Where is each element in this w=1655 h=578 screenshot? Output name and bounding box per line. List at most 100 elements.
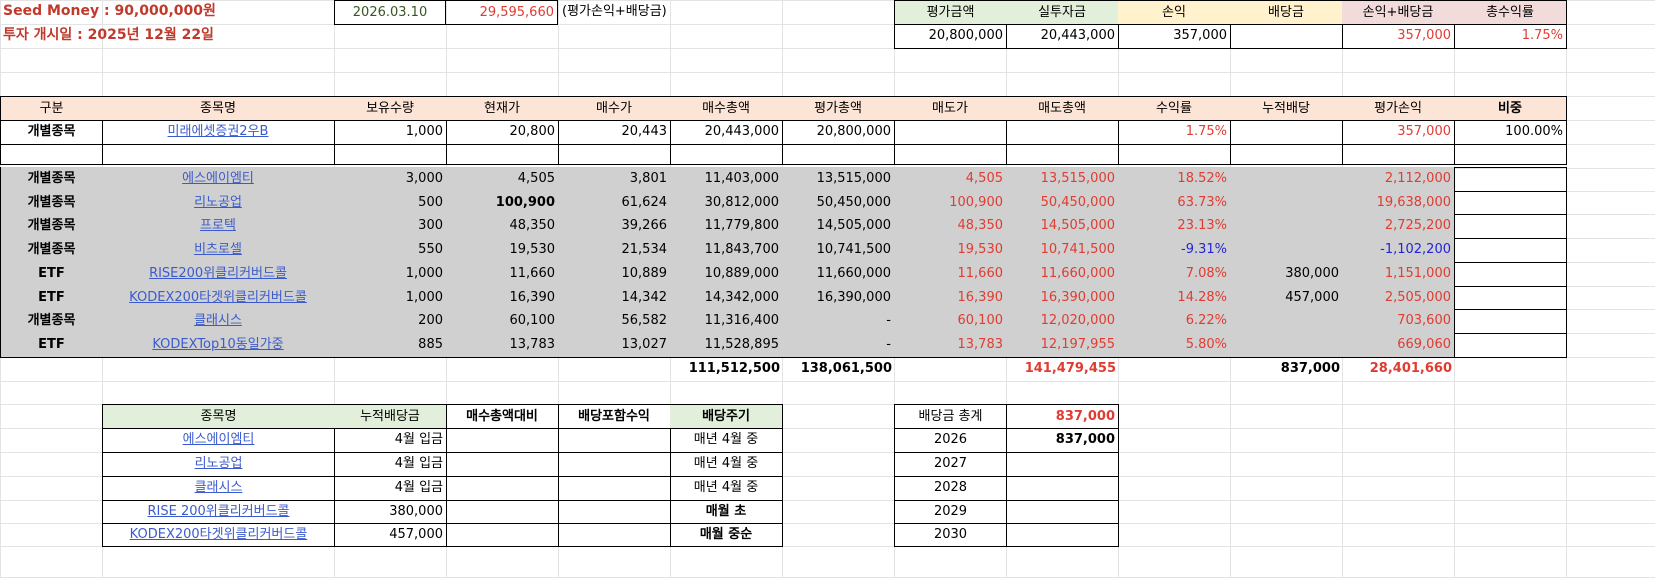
table-cell[interactable]: 357,000 (1342, 120, 1455, 145)
dividend-cell[interactable] (558, 428, 671, 453)
empty-cell[interactable] (894, 144, 1007, 165)
table-cell[interactable] (1454, 191, 1567, 215)
table-cell[interactable]: 1,000 (334, 286, 447, 310)
table-cell[interactable]: 10,889,000 (670, 262, 783, 287)
summary-value[interactable]: 1.75% (1454, 24, 1567, 49)
table-cell[interactable]: 30,812,000 (670, 191, 783, 215)
table-cell[interactable]: 11,660,000 (782, 262, 895, 287)
table-cell[interactable]: 개별종목 (0, 120, 103, 145)
dividend-cell[interactable]: 4월 입금 (334, 476, 447, 501)
table-cell[interactable]: 1.75% (1118, 120, 1231, 145)
empty-cell[interactable] (102, 144, 335, 165)
table-cell[interactable]: 11,843,700 (670, 238, 783, 263)
table-cell[interactable]: 60,100 (446, 309, 559, 334)
dividend-cell[interactable] (446, 452, 559, 477)
table-cell[interactable]: 23.13% (1118, 214, 1231, 239)
empty-cell[interactable] (1230, 144, 1343, 165)
stock-name-link[interactable]: 비츠로셀 (102, 238, 335, 263)
dividend-stock-link[interactable]: 리노공업 (102, 452, 335, 477)
dividend-cell[interactable]: 매년 4월 중 (670, 452, 783, 477)
table-cell[interactable]: 개별종목 (0, 191, 103, 215)
table-cell[interactable]: ETF (0, 262, 103, 287)
empty-cell[interactable] (1006, 144, 1119, 165)
dividend-cell[interactable] (446, 476, 559, 501)
dividend-cell[interactable] (446, 500, 559, 524)
dividend-cell[interactable] (558, 500, 671, 524)
table-cell[interactable]: 20,443 (558, 120, 671, 145)
table-cell[interactable] (1454, 167, 1567, 192)
table-cell[interactable]: 14,342 (558, 286, 671, 310)
table-cell[interactable]: ETF (0, 333, 103, 358)
table-cell[interactable]: 100,900 (894, 191, 1007, 215)
table-cell[interactable]: 11,660,000 (1006, 262, 1119, 287)
stock-name-link[interactable]: KODEX200타겟위클리커버드콜 (102, 286, 335, 310)
table-cell[interactable]: 500 (334, 191, 447, 215)
table-cell[interactable]: 4,505 (446, 167, 559, 192)
table-cell[interactable]: 457,000 (1230, 286, 1343, 310)
table-cell[interactable]: 13,783 (446, 333, 559, 358)
table-cell[interactable]: 19,638,000 (1342, 191, 1455, 215)
table-cell[interactable]: 20,800 (446, 120, 559, 145)
dividend-total-value[interactable]: 837,000 (1006, 404, 1119, 429)
table-cell[interactable]: 16,390,000 (782, 286, 895, 310)
table-cell[interactable]: 21,534 (558, 238, 671, 263)
table-cell[interactable] (1454, 333, 1567, 358)
dividend-cell[interactable] (446, 523, 559, 547)
dividend-cell[interactable] (446, 428, 559, 453)
table-cell[interactable] (894, 120, 1007, 145)
table-cell[interactable]: 48,350 (894, 214, 1007, 239)
table-cell[interactable]: 56,582 (558, 309, 671, 334)
table-cell[interactable] (1454, 309, 1567, 334)
dividend-stock-link[interactable]: 에스에이엠티 (102, 428, 335, 453)
table-cell[interactable]: 16,390 (446, 286, 559, 310)
table-cell[interactable]: 14.28% (1118, 286, 1231, 310)
dividend-cell[interactable]: 380,000 (334, 500, 447, 524)
year-value[interactable]: 837,000 (1006, 428, 1119, 453)
empty-cell[interactable] (782, 144, 895, 165)
table-cell[interactable]: 개별종목 (0, 214, 103, 239)
summary-value[interactable]: 20,800,000 (894, 24, 1007, 49)
summary-value[interactable]: 357,000 (1118, 24, 1231, 49)
table-cell[interactable]: 14,342,000 (670, 286, 783, 310)
table-cell[interactable]: 18.52% (1118, 167, 1231, 192)
empty-cell[interactable] (558, 144, 671, 165)
dividend-stock-link[interactable]: KODEX200타겟위클리커버드콜 (102, 523, 335, 547)
dividend-cell[interactable]: 매월 중순 (670, 523, 783, 547)
table-cell[interactable] (1230, 167, 1343, 192)
table-cell[interactable]: 50,450,000 (1006, 191, 1119, 215)
stock-name-link[interactable]: RISE200위클리커버드콜 (102, 262, 335, 287)
table-cell[interactable]: 12,197,955 (1006, 333, 1119, 358)
dividend-cell[interactable] (558, 452, 671, 477)
empty-cell[interactable] (1118, 144, 1231, 165)
table-cell[interactable]: 20,800,000 (782, 120, 895, 145)
table-cell[interactable]: 11,316,400 (670, 309, 783, 334)
table-cell[interactable]: 669,060 (1342, 333, 1455, 358)
table-cell[interactable] (1230, 191, 1343, 215)
dividend-cell[interactable]: 매년 4월 중 (670, 428, 783, 453)
table-cell[interactable] (1454, 286, 1567, 310)
table-cell[interactable]: 3,801 (558, 167, 671, 192)
empty-cell[interactable] (670, 144, 783, 165)
table-cell[interactable]: 10,741,500 (1006, 238, 1119, 263)
table-cell[interactable]: 63.73% (1118, 191, 1231, 215)
summary-value[interactable]: 357,000 (1342, 24, 1455, 49)
table-cell[interactable]: 12,020,000 (1006, 309, 1119, 334)
summary-value[interactable]: 20,443,000 (1006, 24, 1119, 49)
table-cell[interactable]: 5.80% (1118, 333, 1231, 358)
table-cell[interactable]: 550 (334, 238, 447, 263)
table-cell[interactable]: 2,725,200 (1342, 214, 1455, 239)
table-cell[interactable] (1230, 214, 1343, 239)
empty-cell[interactable] (446, 144, 559, 165)
table-cell[interactable]: 개별종목 (0, 309, 103, 334)
table-cell[interactable]: 11,660 (446, 262, 559, 287)
table-cell[interactable]: - (782, 309, 895, 334)
table-cell[interactable]: 4,505 (894, 167, 1007, 192)
table-cell[interactable]: 11,779,800 (670, 214, 783, 239)
stock-name-link[interactable]: 에스에이엠티 (102, 167, 335, 192)
dividend-cell[interactable]: 4월 입금 (334, 428, 447, 453)
table-cell[interactable]: 개별종목 (0, 238, 103, 263)
table-cell[interactable]: 10,741,500 (782, 238, 895, 263)
summary-value[interactable] (1230, 24, 1343, 49)
table-cell[interactable]: 개별종목 (0, 167, 103, 192)
table-cell[interactable]: 48,350 (446, 214, 559, 239)
